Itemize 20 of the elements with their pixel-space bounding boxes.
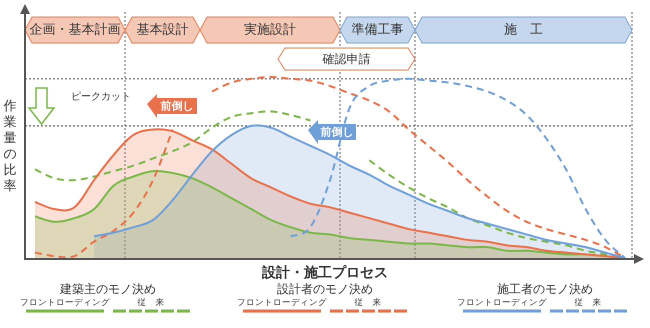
y-axis-title: 作業量の比率 — [2, 99, 16, 194]
text: 確認申請 — [322, 52, 370, 66]
x-axis-title: 設計・施工プロセス — [261, 264, 388, 281]
text: 建築主のモノ決め — [59, 282, 156, 296]
text: 施 工 — [504, 22, 543, 38]
text: 準備工事 — [352, 22, 404, 38]
legend-item: フロントローディング — [237, 298, 327, 312]
text: 実施設計 — [244, 22, 296, 38]
text: 企画・基本計画 — [30, 22, 120, 38]
annotation: ピークカット — [71, 92, 131, 102]
legend-item: フロントローディング — [20, 298, 110, 312]
legend-item: 従 来 — [113, 298, 190, 312]
annotation: 前倒し — [320, 126, 354, 138]
legend-item: フロントローディング — [457, 298, 547, 312]
text: 施工者のモノ決め — [497, 282, 593, 296]
annotation: 前倒し — [160, 100, 194, 112]
legend-item: 従 来 — [550, 298, 627, 312]
text: 基本設計 — [136, 22, 188, 38]
text: 設計者のモノ決め — [277, 282, 373, 296]
legend-item: 従 来 — [330, 298, 407, 312]
